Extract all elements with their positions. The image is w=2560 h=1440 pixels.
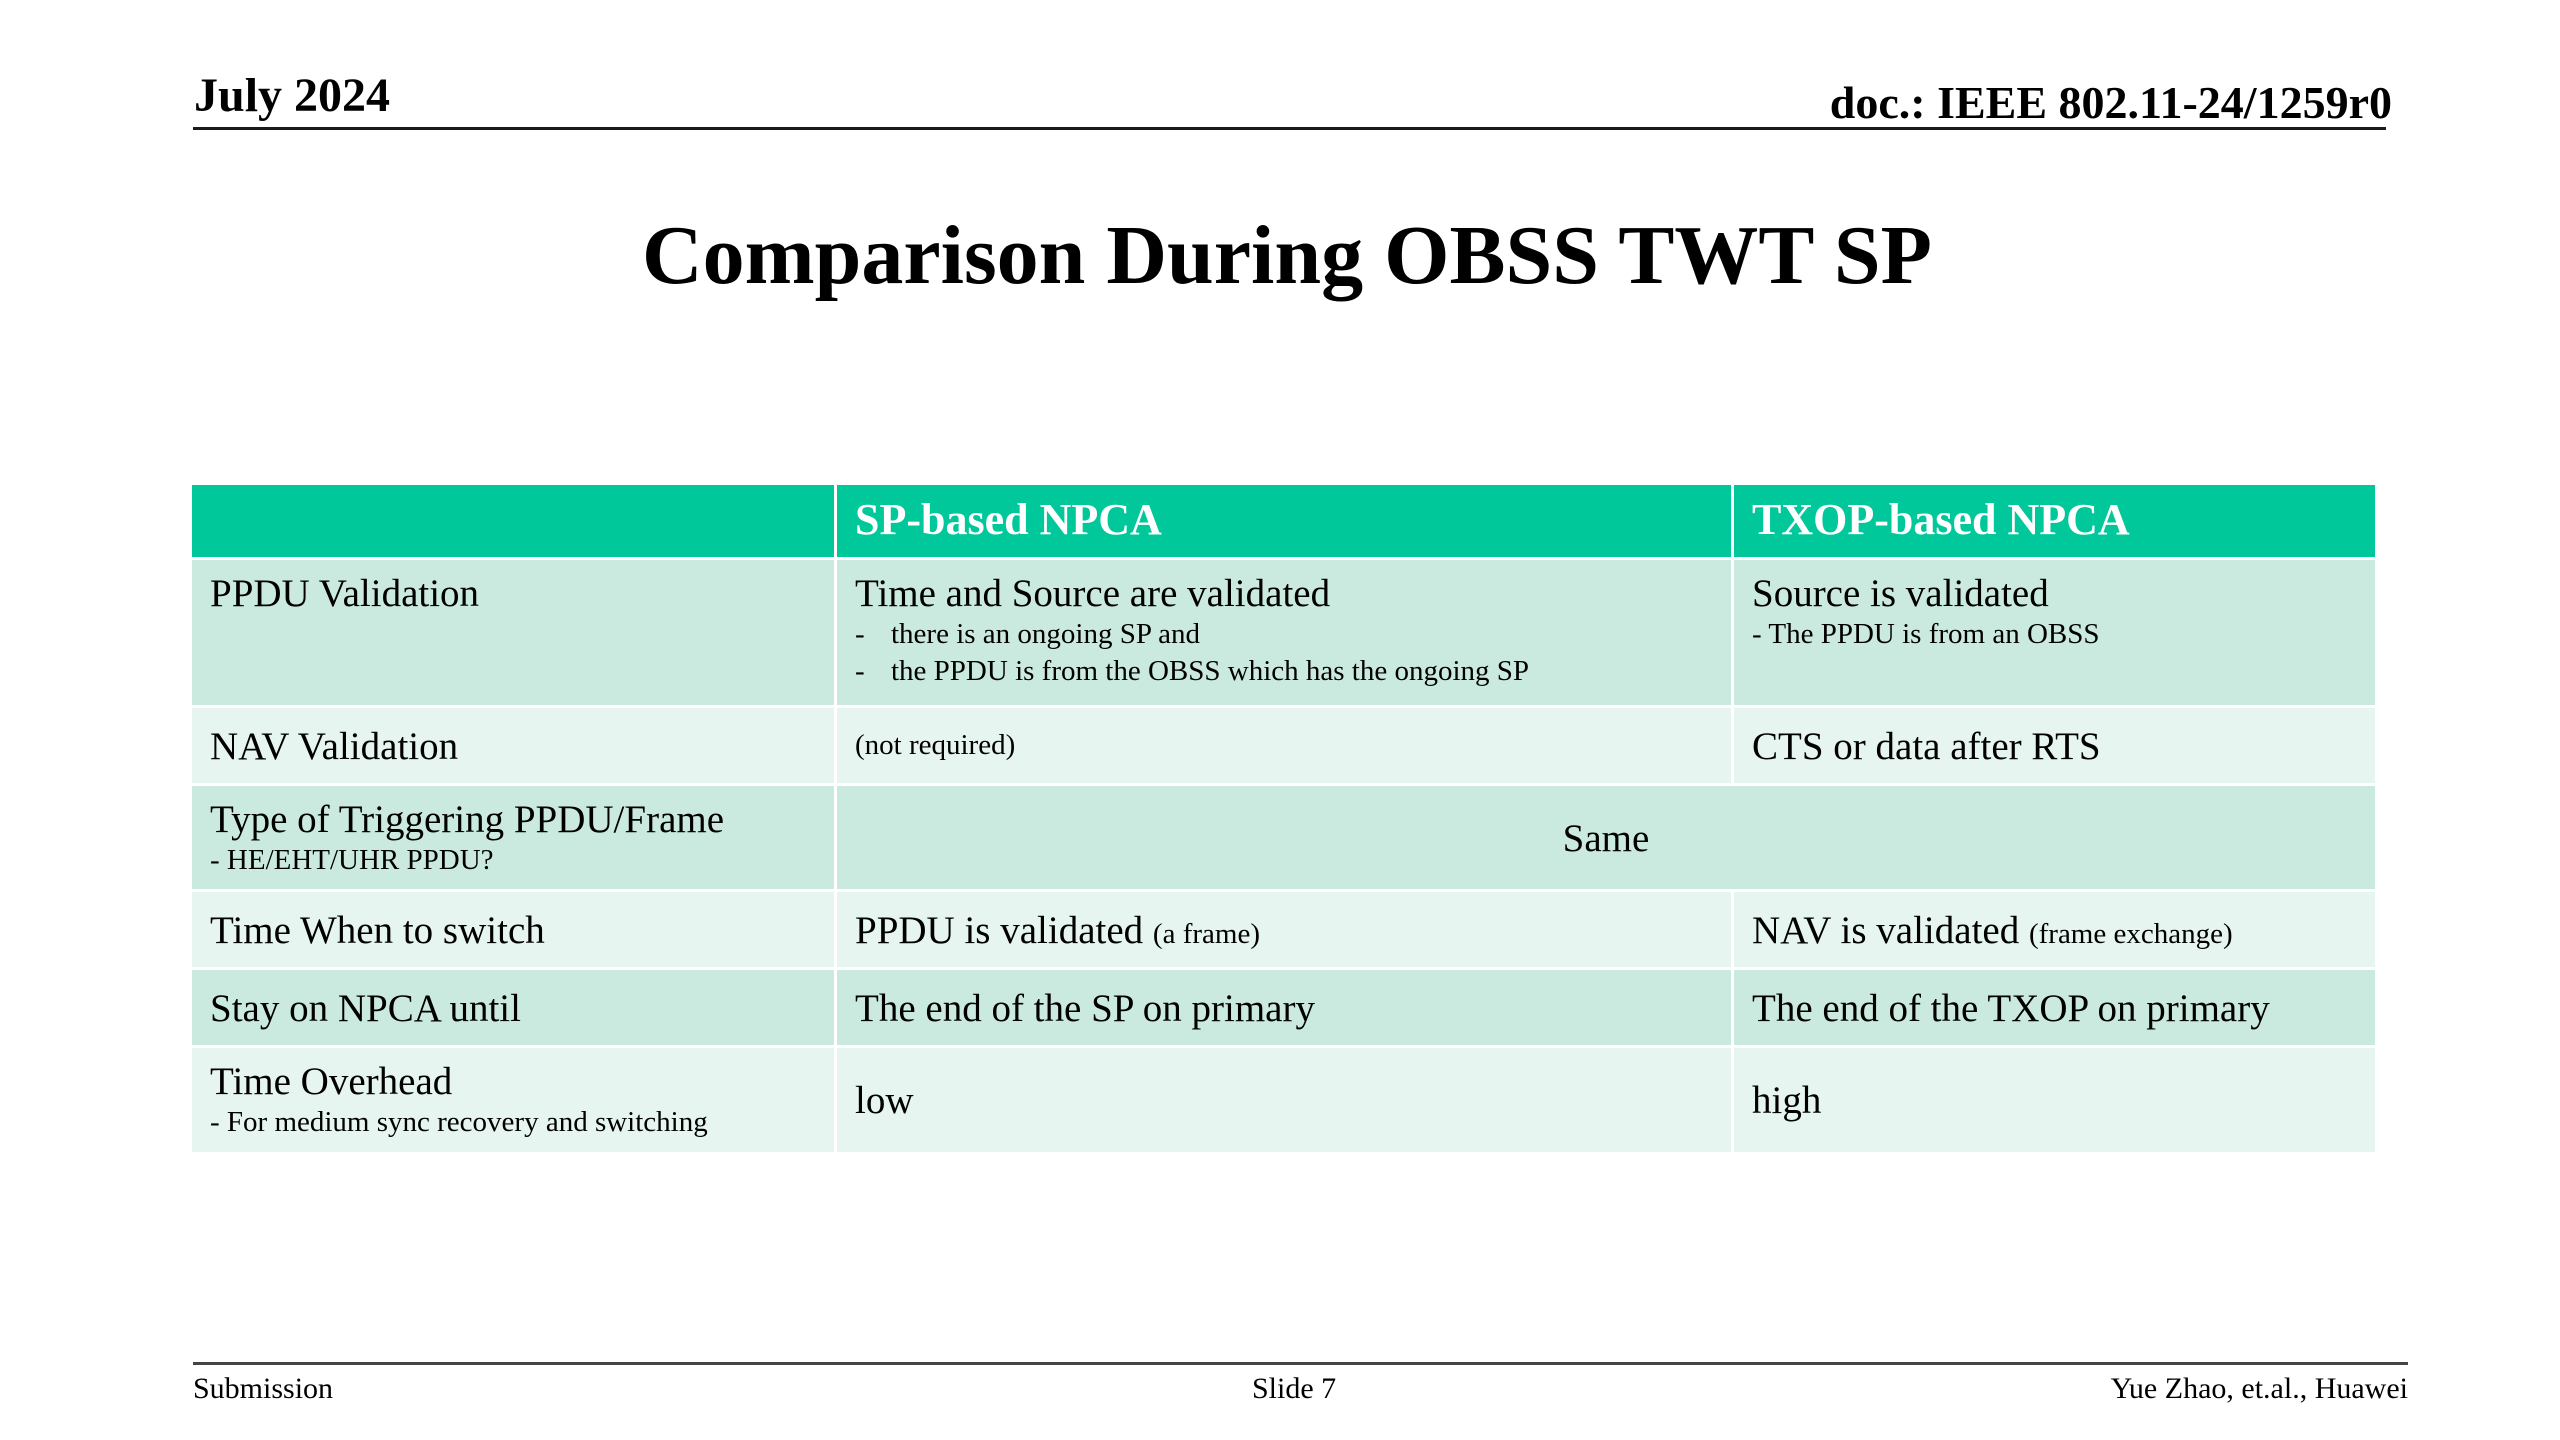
txop-cell: Source is validated - The PPDU is from a…: [1731, 557, 2378, 708]
slide-title: Comparison During OBSS TWT SP: [642, 209, 1932, 302]
sp-main-text: Time and Source are validated: [855, 572, 1331, 615]
sp-cell: low: [834, 1045, 1734, 1155]
footer-divider: [193, 1362, 2408, 1365]
sp-main-text: PPDU is validated: [855, 909, 1144, 953]
txop-small-text: (frame exchange): [2028, 918, 2233, 951]
header-divider: [193, 127, 2386, 130]
table-row-stay-until: Stay on NPCA until The end of the SP on …: [189, 967, 2378, 1049]
row-label: Type of Triggering PPDU/Frame - HE/EHT/U…: [189, 782, 837, 893]
bullet-text: the PPDU is from the OBSS which has the …: [891, 655, 1530, 688]
row-label-sub: - HE/EHT/UHR PPDU?: [210, 843, 494, 876]
table-row-nav-validation: NAV Validation (not required) CTS or dat…: [189, 705, 2378, 786]
comparison-table: SP-based NPCA TXOP-based NPCA PPDU Valid…: [189, 482, 2378, 1155]
footer-slide-number: Slide 7: [1252, 1372, 1337, 1405]
row-label: Time Overhead - For medium sync recovery…: [189, 1045, 837, 1155]
txop-sub-text: - The PPDU is from an OBSS: [1752, 617, 2100, 650]
txop-cell: CTS or data after RTS: [1731, 705, 2378, 786]
sp-cell: The end of the SP on primary: [834, 967, 1734, 1049]
row-label-text: Time Overhead: [210, 1060, 453, 1104]
table-row-switch-time: Time When to switch PPDU is validated (a…: [189, 889, 2378, 971]
txop-main-text: NAV is validated: [1752, 909, 2020, 953]
txop-cell: high: [1731, 1045, 2378, 1155]
header-doc-number: doc.: IEEE 802.11-24/1259r0: [1829, 77, 2392, 128]
table-row-trigger-type: Type of Triggering PPDU/Frame - HE/EHT/U…: [189, 782, 2378, 893]
table-header-row: SP-based NPCA TXOP-based NPCA: [189, 482, 2378, 560]
row-label: Stay on NPCA until: [189, 967, 837, 1049]
header-date: July 2024: [194, 69, 391, 122]
bullet-text: there is an ongoing SP and: [891, 617, 1201, 650]
table-row-ppdu-validation: PPDU Validation Time and Source are vali…: [189, 557, 2378, 708]
header-cell-sp-based: SP-based NPCA: [834, 482, 1734, 560]
sp-small-text: (a frame): [1152, 918, 1260, 951]
table-row-time-overhead: Time Overhead - For medium sync recovery…: [189, 1045, 2378, 1155]
sp-cell: Time and Source are validated - there is …: [834, 557, 1734, 708]
txop-main-text: Source is validated: [1752, 572, 2049, 615]
header-cell-txop-based: TXOP-based NPCA: [1731, 482, 2378, 560]
txop-cell: The end of the TXOP on primary: [1731, 967, 2378, 1049]
footer-author: Yue Zhao, et.al., Huawei: [2110, 1372, 2408, 1405]
txop-cell: NAV is validated (frame exchange): [1731, 889, 2378, 971]
row-label: NAV Validation: [189, 705, 837, 786]
sp-cell: (not required): [834, 705, 1734, 786]
row-label: Time When to switch: [189, 889, 837, 971]
bullet-dash: -: [855, 617, 865, 650]
row-label-text: Type of Triggering PPDU/Frame: [210, 798, 725, 841]
row-label: PPDU Validation: [189, 557, 837, 708]
sp-bullet-item: - there is an ongoing SP and: [855, 616, 1713, 654]
sp-bullet-item: - the PPDU is from the OBSS which has the…: [855, 653, 1713, 691]
footer-submission: Submission: [193, 1372, 334, 1405]
row-label-text: PPDU Validation: [210, 572, 480, 615]
sp-cell: PPDU is validated (a frame): [834, 889, 1734, 971]
row-label-sub: - For medium sync recovery and switching: [210, 1106, 708, 1139]
bullet-dash: -: [855, 655, 865, 688]
header-cell-empty: [189, 482, 837, 560]
merged-cell: Same: [834, 782, 2378, 893]
sp-note-text: (not required): [855, 729, 1016, 761]
